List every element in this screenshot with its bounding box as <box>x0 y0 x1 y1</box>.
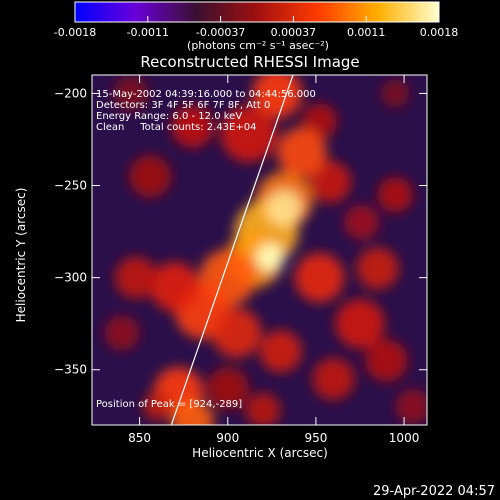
emission-blob <box>245 392 281 425</box>
colorbar: -0.0018 -0.0011 -0.00037 0.00037 0.0011 0.001… <box>54 1 458 52</box>
emission-blob <box>259 330 302 373</box>
emission-blob <box>365 339 408 382</box>
emission-blob <box>255 243 285 272</box>
emission-blob <box>344 204 380 240</box>
y-tick-label: −250 <box>54 179 87 193</box>
emission-blob <box>211 308 262 358</box>
energy-range-text: Energy Range: 6.0 - 12.0 keV <box>96 111 242 122</box>
solar-limb-line <box>170 75 294 425</box>
emission-blob <box>312 357 355 401</box>
colorbar-units: (photons cm⁻² s⁻¹ asec⁻²) <box>187 39 329 52</box>
colorbar-tick-label: 0.0018 <box>420 26 459 39</box>
emission-blob <box>381 79 410 108</box>
emission-blob <box>143 392 172 421</box>
emission-blob <box>113 75 149 112</box>
emission-blob <box>104 315 140 351</box>
emission-blob <box>220 105 278 163</box>
emission-blob <box>377 177 413 213</box>
emission-blob <box>129 155 172 198</box>
x-tick-label: 900 <box>216 431 239 445</box>
emission-blob <box>266 190 302 226</box>
colorbar-tick-label: -0.00037 <box>196 26 245 39</box>
colorbar-tick-label: -0.0018 <box>54 26 96 39</box>
colorbar-tick-label: 0.0011 <box>347 26 386 39</box>
colorbar-tick-label: 0.00037 <box>271 26 317 39</box>
chart-title: Reconstructed RHESSI Image <box>140 53 359 71</box>
y-axis-label: Heliocentric Y (arcsec) <box>14 188 28 323</box>
render-timestamp: 29-Apr-2022 04:57 <box>373 484 495 499</box>
emission-blob <box>171 400 214 425</box>
x-tick-label: 1000 <box>389 431 420 445</box>
emission-blob <box>171 105 214 148</box>
colorbar-gradient <box>74 1 440 23</box>
axis-ticks: 850 900 950 1000 −200 −250 −300 −350 <box>54 75 427 445</box>
emission-blob <box>356 247 399 290</box>
y-tick-label: −350 <box>54 363 87 377</box>
detectors-text: Detectors: 3F 4F 5F 6F 7F 8F, Att 0 <box>96 100 270 111</box>
emission-blob <box>308 160 352 203</box>
emission-blob <box>395 388 427 425</box>
emission-blob <box>335 299 385 349</box>
emission-blob <box>277 127 327 178</box>
plot-frame <box>91 74 428 426</box>
y-tick-label: −200 <box>54 86 87 100</box>
x-axis-label: Heliocentric X (arcsec) <box>192 446 328 460</box>
emission-blob <box>114 256 158 299</box>
colorbar-ticks: -0.0018 -0.0011 -0.00037 0.00037 0.0011 0.001… <box>54 16 458 39</box>
emission-blob <box>294 252 345 303</box>
colorbar-tick-label: -0.0011 <box>127 26 169 39</box>
x-tick-label: 850 <box>128 431 151 445</box>
emission-blob <box>206 367 249 410</box>
x-tick-label: 950 <box>304 431 327 445</box>
emission-blob <box>150 262 200 312</box>
emission-map <box>104 75 427 425</box>
info-overlay: 15-May-2002 04:39:16.000 to 04:44:56.000… <box>96 89 316 410</box>
time-range-text: 15-May-2002 04:39:16.000 to 04:44:56.000 <box>96 89 316 100</box>
y-tick-label: −300 <box>54 271 87 285</box>
plot-area: 850 900 950 1000 −200 −250 −300 −350 <box>54 74 428 445</box>
peak-position-text: Position of Peak = [924,-289] <box>96 399 242 410</box>
clean-counts-text: Clean Total counts: 2.43E+04 <box>96 122 256 133</box>
